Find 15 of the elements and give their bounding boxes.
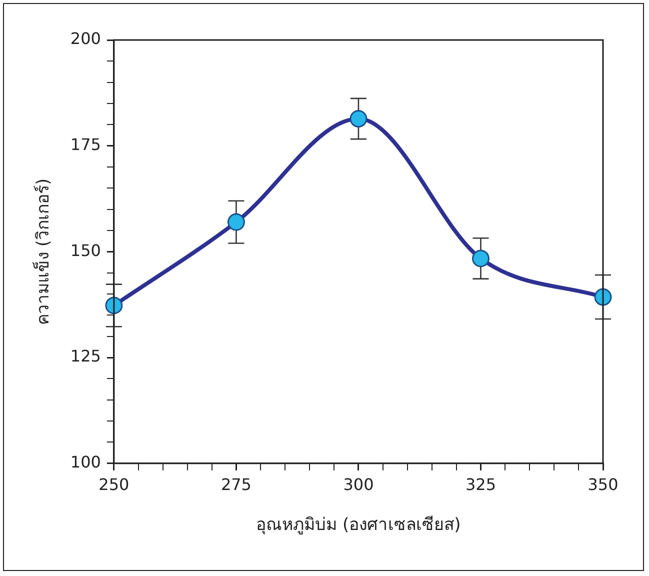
y-tick-label: 100 xyxy=(70,452,101,472)
y-tick-label: 150 xyxy=(70,240,101,260)
x-tick-label: 350 xyxy=(588,475,618,494)
point xyxy=(350,110,368,128)
y-axis-title: ความแข็ง (วิกเกอร์) xyxy=(32,178,54,326)
x-tick-label: 300 xyxy=(343,475,374,494)
x-tick-label: 325 xyxy=(465,475,496,494)
y-tick-label: 175 xyxy=(70,135,101,154)
point xyxy=(227,213,245,231)
point xyxy=(472,250,490,268)
x-axis-title: อุณหภูมิบ่ม (องศาเซลเซียส) xyxy=(256,515,461,536)
y-tick-label: 200 xyxy=(70,29,101,48)
x-tick-label: 275 xyxy=(220,475,252,494)
y-tick-label: 125 xyxy=(70,346,101,366)
x-tick-label: 250 xyxy=(98,475,130,494)
